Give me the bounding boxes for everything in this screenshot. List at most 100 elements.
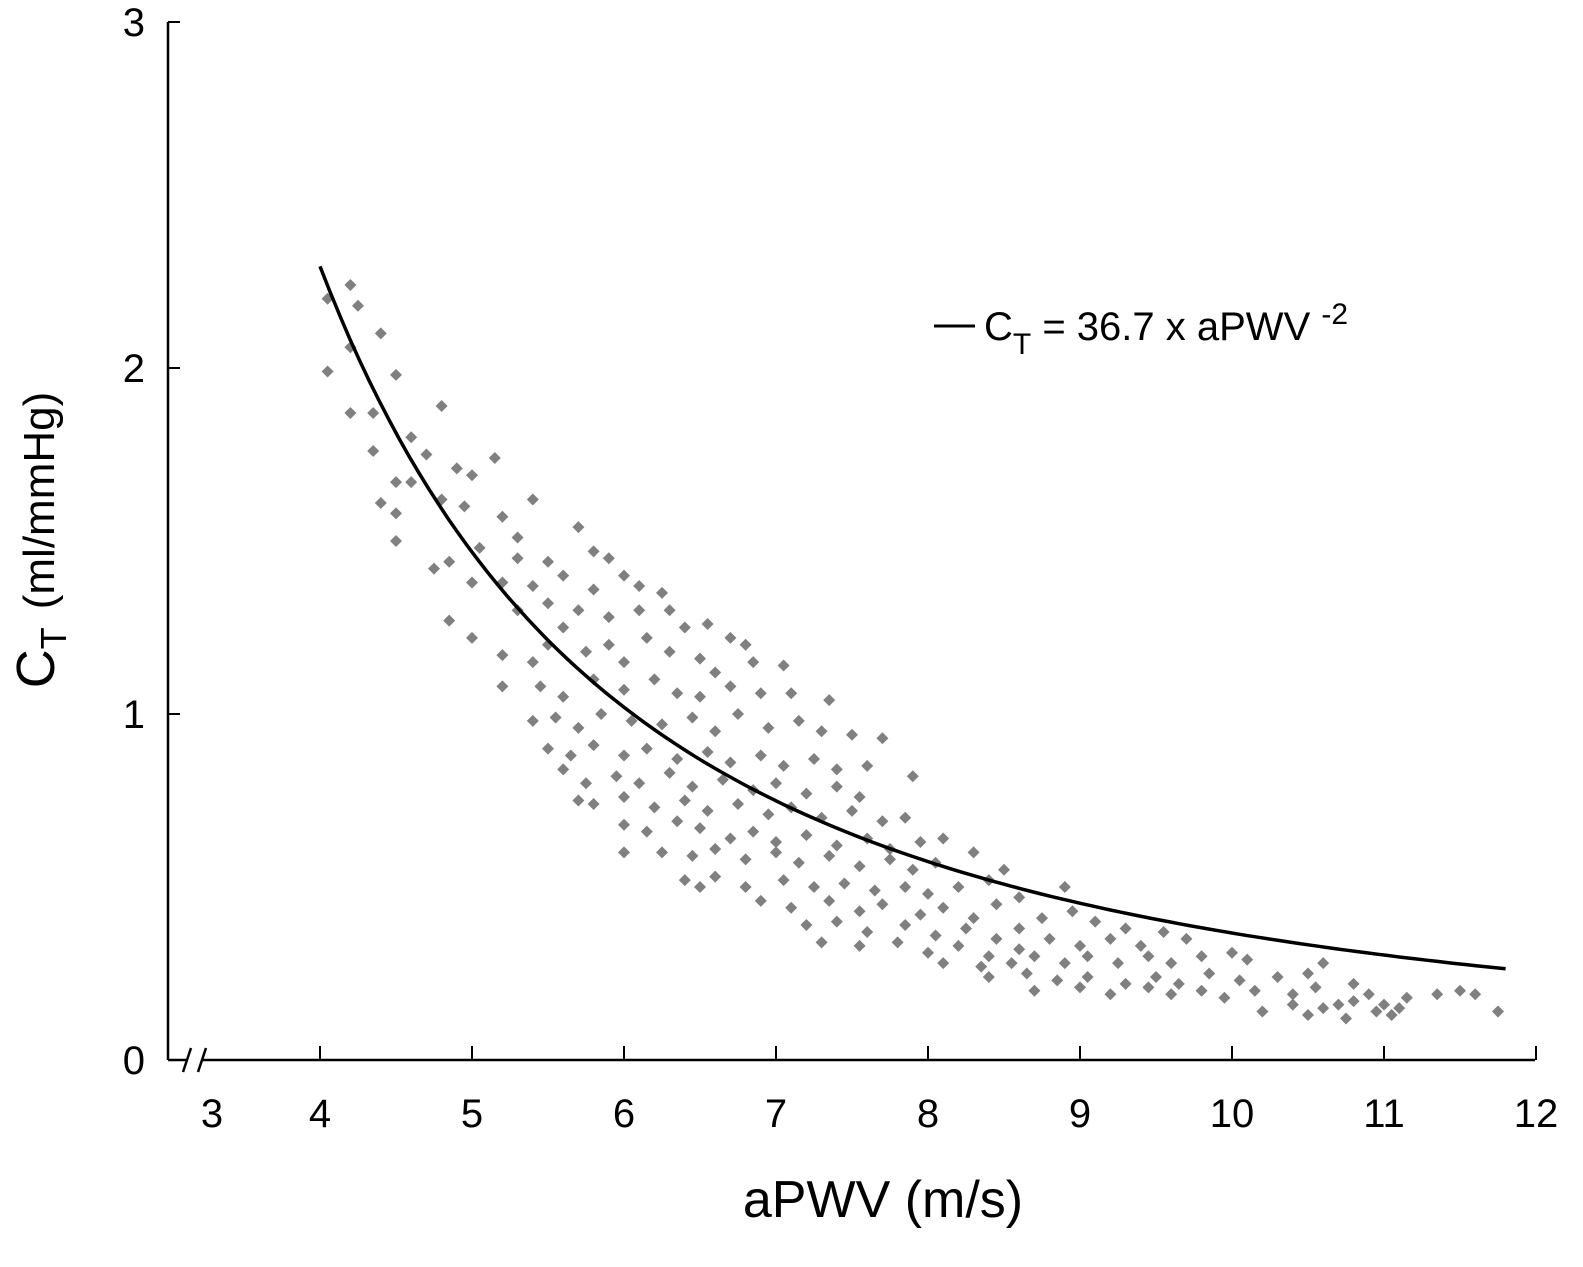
data-point: [1317, 1002, 1330, 1015]
data-point: [876, 732, 889, 745]
data-point: [1492, 1005, 1504, 1018]
data-point: [1286, 998, 1299, 1011]
data-point: [1195, 950, 1208, 963]
data-point: [587, 739, 600, 752]
data-point: [542, 555, 554, 568]
data-point: [990, 898, 1003, 911]
data-point: [405, 476, 418, 489]
data-point: [618, 683, 630, 696]
data-point: [526, 656, 539, 669]
data-point: [640, 825, 653, 838]
x-axis-title: aPWV (m/s): [743, 1171, 1023, 1229]
data-point: [1104, 988, 1117, 1001]
data-point: [830, 839, 843, 852]
data-point: [1165, 957, 1178, 970]
data-point: [618, 846, 630, 859]
data-point: [1074, 939, 1086, 952]
data-point: [701, 618, 714, 631]
data-point: [732, 797, 744, 810]
data-point: [587, 673, 600, 686]
data-point: [846, 728, 858, 741]
data-point: [367, 406, 380, 419]
data-point: [891, 936, 904, 949]
data-point: [838, 877, 851, 890]
data-point: [701, 746, 714, 759]
data-point: [1157, 925, 1170, 938]
data-point: [488, 451, 501, 464]
data-point: [587, 545, 600, 558]
data-point: [770, 777, 782, 790]
data-point: [1370, 1005, 1383, 1018]
data-point: [937, 832, 950, 845]
data-point: [876, 898, 889, 911]
data-point: [1195, 984, 1208, 997]
data-point: [884, 853, 896, 866]
data-point: [694, 690, 706, 703]
data-point: [367, 445, 380, 458]
data-point: [1431, 988, 1444, 1001]
y-tick-label: 1: [123, 693, 145, 737]
data-point: [990, 932, 1003, 945]
data-point: [792, 856, 805, 869]
data-point: [823, 849, 836, 862]
data-point: [800, 919, 813, 932]
y-axis-title-subscript: T: [33, 627, 74, 649]
data-point: [534, 680, 547, 693]
y-axis-title-unit: (ml/mmHg): [15, 392, 64, 610]
data-point: [678, 794, 691, 807]
data-point: [1218, 991, 1231, 1004]
data-point: [572, 521, 585, 534]
data-point: [792, 714, 805, 727]
data-point: [739, 638, 752, 651]
data-point: [374, 496, 387, 509]
data-point: [428, 562, 440, 575]
data-point: [580, 777, 592, 790]
data-point: [580, 645, 592, 658]
data-point: [587, 797, 600, 810]
data-point: [466, 576, 478, 589]
data-point: [1104, 932, 1117, 945]
data-point: [1226, 946, 1238, 959]
data-point: [929, 929, 942, 942]
data-point: [785, 687, 798, 700]
data-point: [967, 912, 980, 925]
x-tick-label: 6: [613, 1092, 635, 1136]
data-point: [899, 811, 912, 824]
data-point: [1142, 981, 1155, 994]
data-point: [815, 725, 828, 738]
data-point: [443, 614, 456, 627]
data-point: [686, 780, 699, 793]
data-point: [914, 836, 927, 849]
data-point: [450, 462, 463, 475]
y-tick-label: 2: [123, 347, 145, 391]
data-point: [709, 666, 722, 679]
data-point: [663, 604, 676, 617]
data-point: [1203, 967, 1216, 980]
data-point: [694, 881, 706, 893]
data-point: [724, 756, 737, 769]
data-point: [724, 631, 737, 644]
data-point: [1378, 998, 1390, 1011]
data-point: [1058, 881, 1071, 893]
data-point: [686, 711, 699, 724]
data-point: [853, 860, 866, 873]
x-axis-ticks: 3 4 5 6 7 8 9 10 11 12: [201, 1046, 1558, 1136]
data-point: [595, 708, 608, 720]
data-point: [344, 278, 357, 291]
data-point: [496, 680, 509, 693]
data-point: [823, 894, 836, 907]
data-point: [694, 652, 706, 665]
data-point: [686, 849, 699, 862]
data-point: [709, 842, 722, 855]
legend-label-c: C: [984, 305, 1013, 349]
data-point: [572, 604, 585, 617]
data-point: [390, 535, 402, 547]
data-point: [701, 804, 714, 817]
data-point: [960, 922, 972, 935]
data-point: [443, 555, 456, 568]
data-point: [1393, 1002, 1406, 1015]
data-point: [732, 708, 744, 720]
data-point: [853, 791, 866, 804]
data-point: [739, 853, 752, 866]
legend-label-equation: = 36.7 x aPWV: [1031, 305, 1321, 349]
